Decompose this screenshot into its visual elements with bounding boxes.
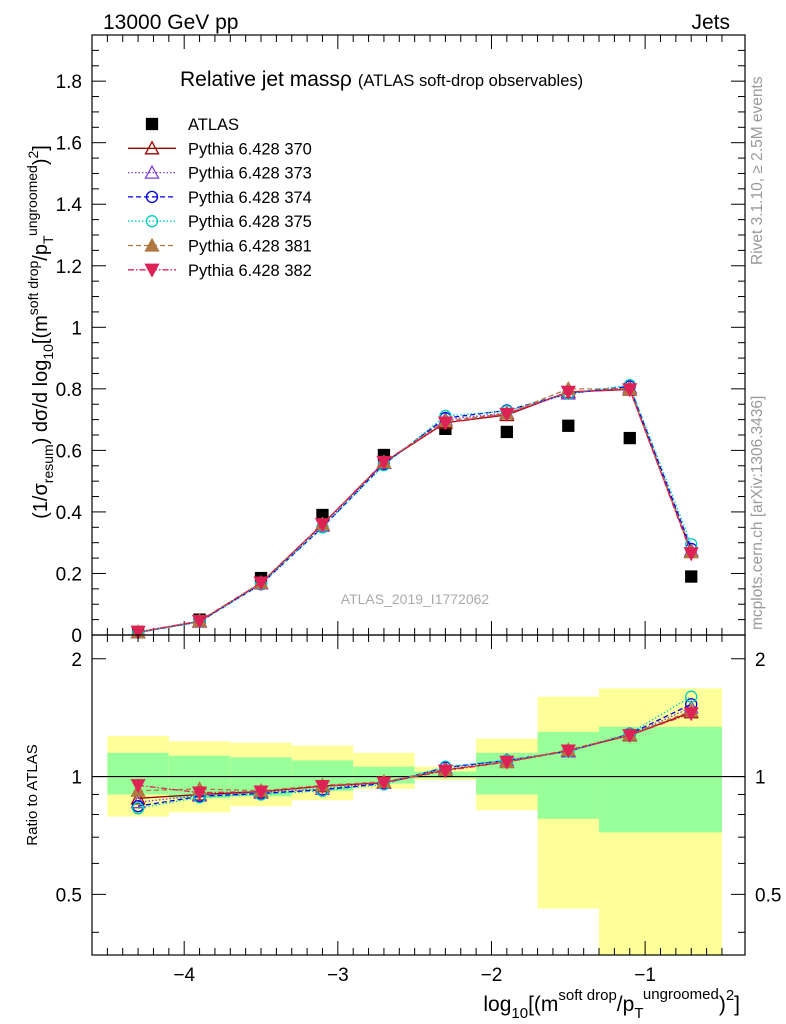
data-point	[685, 570, 698, 583]
y-tick-label: 1.2	[56, 257, 82, 278]
x-tick-label: −1	[634, 965, 656, 986]
legend-label: Pythia 6.428 381	[188, 238, 312, 256]
ratio-point	[131, 802, 145, 815]
plot-title-main: Relative jet massρ	[180, 68, 352, 91]
series-6	[130, 383, 699, 640]
ratio-point	[499, 755, 515, 770]
legend-label: Pythia 6.428 375	[188, 213, 312, 231]
legend-label: Pythia 6.428 382	[188, 262, 312, 280]
uncertainty-band-inner	[660, 726, 722, 833]
main-panel: 0 0.2 0.4 0.6 0.8 1 1.2 1.4 1.6 1.8	[56, 34, 746, 647]
mcplots-label: mcplots.cern.ch [arXiv:1306.3436]	[749, 396, 766, 630]
ratio-point	[253, 785, 269, 800]
data-point	[622, 383, 638, 398]
legend-entry: Pythia 6.428 374	[128, 189, 312, 207]
ratio-plot-frame	[91, 634, 746, 956]
y-tick-label: 0.6	[56, 441, 82, 462]
series-line	[137, 384, 692, 634]
legend-marker	[144, 263, 160, 278]
y-tick-label: 0	[71, 626, 82, 647]
x-axis-label: log10[(msoft drop/pTungroomed)2]	[483, 986, 740, 1022]
ratio-point	[560, 744, 576, 759]
data-point	[499, 407, 515, 422]
data-point	[500, 425, 513, 439]
legend-entry: Pythia 6.428 382	[128, 262, 312, 280]
data-point	[376, 455, 392, 470]
legend-marker	[144, 140, 160, 155]
series-line	[137, 388, 692, 633]
ratio-point	[130, 779, 146, 794]
ratio-y-tick-label: 1	[71, 768, 82, 789]
plot-title-sub: (ATLAS soft-drop observables)	[358, 72, 583, 90]
data-point	[130, 625, 146, 640]
ratio-series-5	[130, 707, 699, 801]
ratio-y-tick-label: 0.5	[56, 885, 82, 906]
ratio-point	[683, 707, 699, 722]
y-tick-label: 1	[71, 318, 82, 339]
legend-marker	[145, 117, 159, 131]
y-tick-label: 0.8	[56, 380, 82, 401]
ratio-point	[130, 790, 146, 805]
y-tick-label: 1.6	[56, 134, 82, 155]
uncertainty-band-inner	[599, 726, 661, 833]
legend-entry: ATLAS	[145, 116, 239, 134]
ratio-point	[437, 764, 453, 779]
ratio-point	[376, 776, 392, 791]
legend-entry: Pythia 6.428 370	[128, 140, 312, 158]
ratio-series-line	[138, 710, 692, 792]
legend-entry: Pythia 6.428 373	[128, 165, 312, 183]
header-category: Jets	[691, 11, 730, 34]
data-point	[562, 419, 575, 432]
x-tick-label: −2	[481, 965, 503, 986]
data-point	[623, 431, 636, 445]
legend-entry: Pythia 6.428 381	[128, 238, 312, 256]
y-tick-label: 0.2	[56, 564, 82, 585]
x-tick-label: −4	[173, 965, 195, 986]
ratio-point	[622, 729, 638, 744]
ratio-y-axis-label: Ratio to ATLAS	[24, 744, 41, 845]
data-point	[437, 416, 453, 431]
data-point	[560, 385, 576, 400]
ratio-y-tick-label-right: 2	[755, 650, 766, 671]
ratio-y-tick-label: 2	[71, 650, 82, 671]
data-point	[253, 576, 269, 591]
legend-marker	[145, 215, 159, 228]
ratio-point	[685, 690, 698, 703]
legend-label: Pythia 6.428 370	[188, 140, 312, 158]
analysis-watermark: ATLAS_2019_I1772062	[341, 591, 490, 607]
header-collision: 13000 GeV pp	[103, 11, 238, 34]
plot-title: Relative jet massρ (ATLAS soft-drop obser…	[180, 68, 583, 91]
ratio-series-line	[138, 712, 692, 794]
series-line	[137, 388, 692, 633]
data-point	[191, 615, 208, 630]
y-tick-label: 1.8	[56, 72, 82, 93]
legend: ATLAS Pythia 6.428 370 Pythia 6.428 373 Pyt…	[128, 116, 312, 280]
x-tick-label: −3	[327, 965, 349, 986]
ratio-point	[314, 780, 331, 795]
legend-entry: Pythia 6.428 375	[128, 213, 312, 231]
y-tick-label: 1.4	[56, 195, 83, 216]
legend-label: Pythia 6.428 374	[188, 189, 312, 207]
ratio-y-tick-label-right: 0.5	[755, 885, 781, 906]
legend-label: Pythia 6.428 373	[188, 165, 312, 183]
data-point	[314, 518, 331, 533]
legend-label: ATLAS	[188, 116, 239, 134]
ratio-point	[191, 786, 208, 801]
y-tick-label: 0.4	[56, 503, 83, 524]
legend-marker	[144, 164, 160, 179]
rivet-version-label: Rivet 3.1.10, ≥ 2.5M events	[749, 76, 766, 265]
main-y-axis-label: (1/σresum) dσ/d log10[(msoft drop/pTungr…	[24, 145, 56, 519]
legend-marker	[145, 190, 159, 204]
ratio-y-tick-label-right: 1	[755, 768, 766, 789]
data-point	[683, 547, 699, 562]
legend-marker	[144, 237, 160, 252]
ratio-panel: 0.5 0.5 1 1 2 2 −4 −3 −2 −1	[56, 634, 781, 986]
